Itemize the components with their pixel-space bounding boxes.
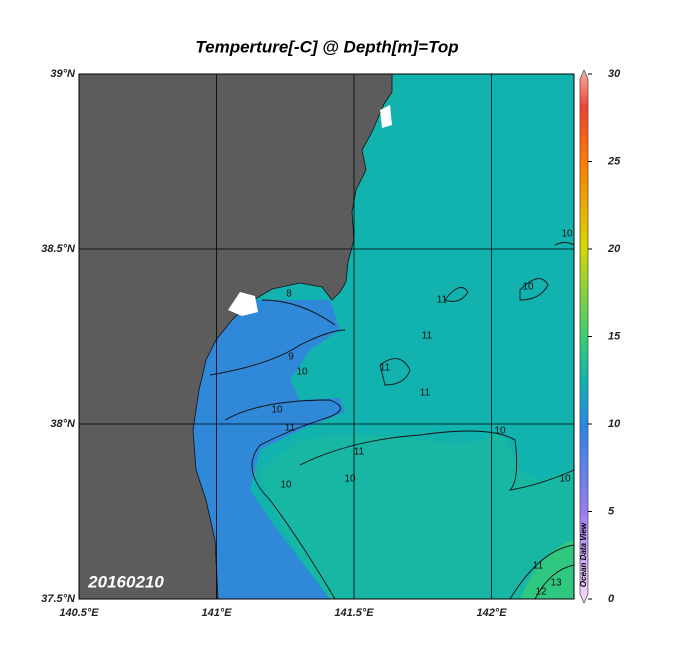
lon-tick-label: 141°E: [201, 607, 232, 619]
contour-labels: 8 9 10 10 11 11 11 11 11 10 10 10 10 11 …: [271, 229, 573, 598]
contour-label: 8: [286, 289, 292, 300]
land: [79, 74, 393, 599]
credit: Ocean Data View: [579, 522, 588, 587]
colorbar: [579, 69, 589, 604]
contour-label: 10: [494, 426, 506, 437]
colorbar-tick-label: 10: [608, 418, 621, 430]
lon-tick-label: 141.5°E: [334, 607, 374, 619]
contour-label: 11: [533, 561, 544, 572]
warm-core: [520, 540, 574, 599]
lake: [228, 292, 258, 316]
contour-label: 10: [296, 367, 308, 378]
contour-label: 12: [535, 587, 547, 598]
lon-tick-label: 140.5°E: [59, 607, 99, 619]
lat-tick-label: 38°N: [50, 418, 76, 430]
colorbar-tick-label: 30: [608, 68, 621, 80]
contour-label: 11: [285, 423, 296, 434]
map-area: [79, 74, 574, 599]
contour-label: 11: [354, 447, 365, 458]
contour-label: 11: [437, 295, 448, 306]
lat-tick-label: 38.5°N: [41, 243, 76, 255]
contour-label: 10: [280, 480, 292, 491]
colorbar-tick-label: 15: [608, 330, 621, 342]
date-label: 20160210: [87, 572, 164, 591]
contour-label: 9: [288, 352, 294, 363]
contour-label: 10: [522, 282, 534, 293]
contour-label: 10: [271, 405, 283, 416]
contour-label: 11: [420, 388, 431, 399]
contour-label: 10: [561, 229, 573, 240]
contour-label: 11: [422, 331, 433, 342]
cold-water: [190, 300, 345, 599]
map-title: Temperture[-C] @ Depth[m]=Top: [195, 37, 458, 56]
contour-label: 13: [550, 578, 562, 589]
lat-tick-label: 37.5°N: [41, 593, 76, 605]
colorbar-tick-label: 25: [607, 155, 621, 167]
lake: [380, 105, 392, 128]
contour-label: 10: [344, 474, 356, 485]
colorbar-tick-label: 0: [608, 593, 615, 605]
map-frame: [78, 73, 575, 600]
warm-water: [260, 430, 574, 599]
colorbar-tick-label: 20: [607, 243, 621, 255]
colorbar-tick-label: 5: [608, 505, 615, 517]
lat-tick-label: 39°N: [50, 68, 76, 80]
contour-label: 10: [559, 474, 571, 485]
contour-label: 11: [380, 363, 391, 374]
lon-tick-label: 142°E: [476, 607, 507, 619]
